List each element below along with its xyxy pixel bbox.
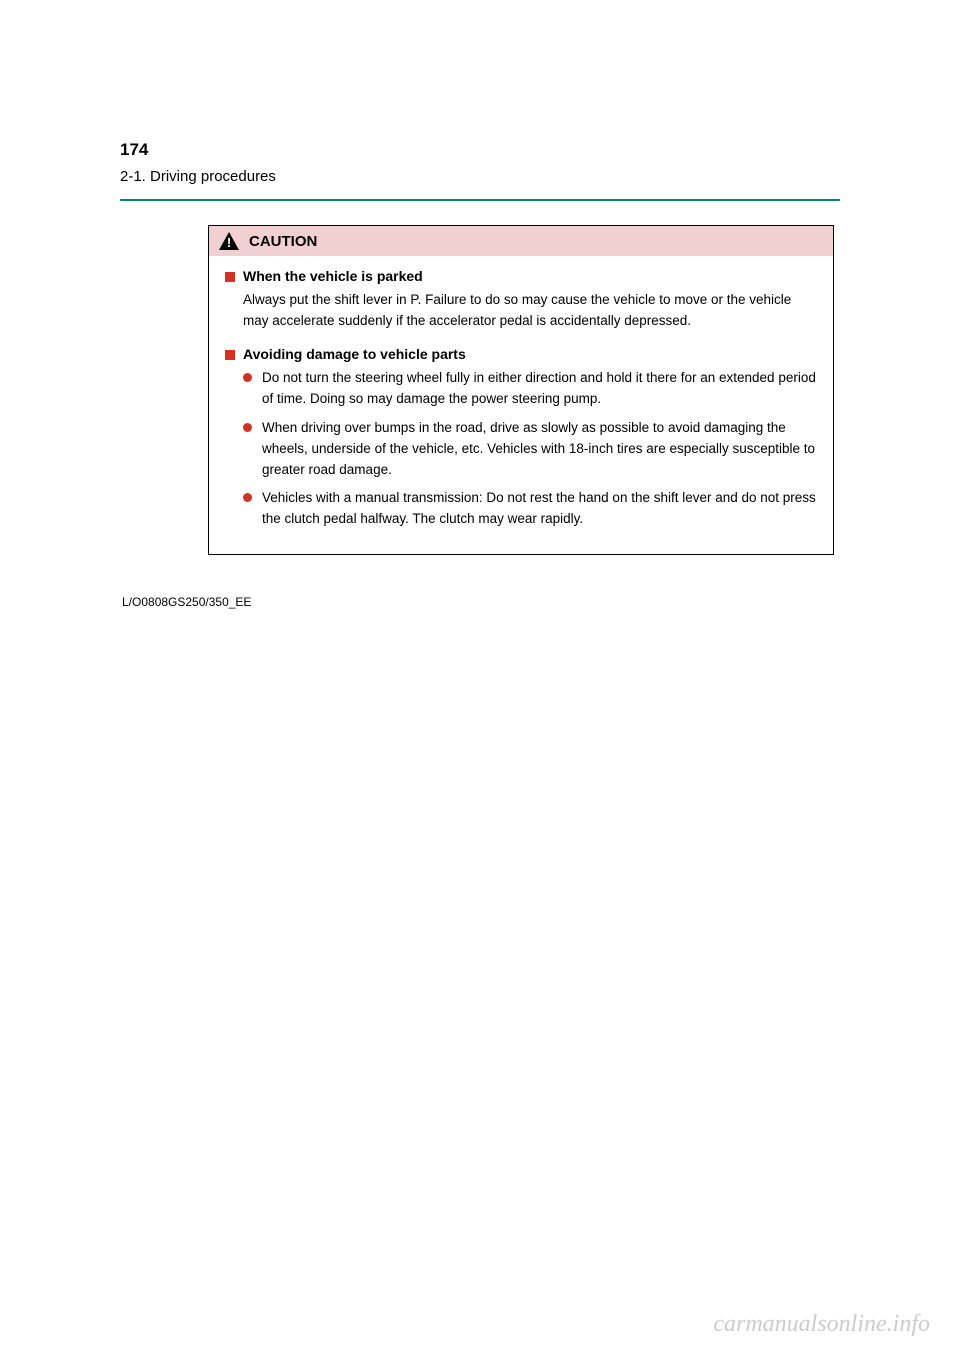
caution-section-heading-row: When the vehicle is parked xyxy=(225,268,817,284)
caution-bullet-text: Vehicles with a manual transmission: Do … xyxy=(262,488,817,530)
watermark: carmanualsonline.info xyxy=(713,1311,930,1338)
caution-bullet-item: Vehicles with a manual transmission: Do … xyxy=(243,488,817,530)
caution-bullet-item: Do not turn the steering wheel fully in … xyxy=(243,368,817,410)
svg-text:!: ! xyxy=(227,235,231,250)
caution-section-text: Always put the shift lever in P. Failure… xyxy=(243,290,817,332)
caution-bullet-text: When driving over bumps in the road, dri… xyxy=(262,418,817,481)
warning-triangle-icon: ! xyxy=(219,232,239,250)
red-bullet-icon xyxy=(243,493,252,502)
footer-reference: L/O0808GS250/350_EE xyxy=(122,595,840,609)
caution-box: ! CAUTION When the vehicle is parked Alw… xyxy=(208,225,834,555)
red-square-icon xyxy=(225,350,235,360)
caution-header: ! CAUTION xyxy=(209,226,833,256)
red-square-icon xyxy=(225,272,235,282)
red-bullet-icon xyxy=(243,423,252,432)
manual-page: 174 2-1. Driving procedures ! CAUTION Wh… xyxy=(0,0,960,669)
caution-label: CAUTION xyxy=(249,233,317,250)
header-separator xyxy=(120,199,840,201)
red-bullet-icon xyxy=(243,373,252,382)
page-header: 174 2-1. Driving procedures xyxy=(120,140,840,201)
caution-bullet-text: Do not turn the steering wheel fully in … xyxy=(262,368,817,410)
section-title: 2-1. Driving procedures xyxy=(120,168,840,185)
caution-bullet-item: When driving over bumps in the road, dri… xyxy=(243,418,817,481)
caution-content: When the vehicle is parked Always put th… xyxy=(209,256,833,554)
caution-section-heading: Avoiding damage to vehicle parts xyxy=(243,346,466,362)
caution-section-heading-row: Avoiding damage to vehicle parts xyxy=(225,346,817,362)
caution-section-heading: When the vehicle is parked xyxy=(243,268,423,284)
page-number: 174 xyxy=(120,140,840,160)
